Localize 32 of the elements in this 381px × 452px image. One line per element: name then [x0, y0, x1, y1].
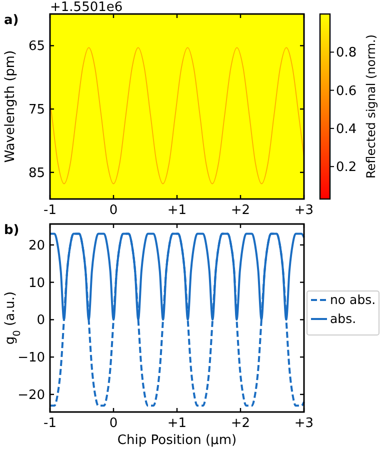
y-tick-label: −20: [18, 388, 45, 403]
line-series: [50, 47, 304, 184]
y-tick-label: −10: [18, 350, 45, 366]
x-tick-label: 0: [109, 203, 118, 218]
x-axis-title: Chip Position (µm): [117, 433, 237, 448]
legend-label: abs.: [330, 311, 356, 326]
x-tick-label: +3: [294, 203, 314, 218]
y-tick-label: 75: [28, 102, 45, 118]
y-tick-label: 85: [28, 166, 45, 181]
x-tick-label: 0: [109, 416, 118, 431]
text: b): [4, 223, 20, 238]
color-bar-title: Reflected signal (norm.): [364, 34, 378, 179]
y-axis-title: Wavelength (pm): [3, 50, 18, 163]
y-tick-label: 0: [36, 313, 45, 328]
x-tick-label: -1: [44, 416, 56, 431]
y-tick-label: 20: [28, 238, 45, 254]
x-tick-label: +1: [167, 203, 187, 218]
y-tick-label: 65: [28, 39, 45, 54]
line-series: [49, 232, 305, 407]
x-tick-label: -1: [44, 203, 56, 218]
x-tick-label: +2: [230, 203, 250, 218]
annotation: +1.5501e6: [50, 0, 123, 15]
text: a): [4, 13, 19, 28]
color-bar-label: 0.2: [336, 160, 357, 176]
color-bar-label: 0.4: [336, 122, 357, 137]
legend-label: no abs.: [330, 292, 376, 307]
x-tick-label: +2: [230, 416, 250, 431]
y-tick-label: 10: [28, 276, 45, 291]
color-bar-label: 0.8: [336, 46, 357, 61]
x-tick-label: +1: [167, 416, 187, 431]
color-bar-label: 0.6: [336, 84, 357, 99]
x-tick-label: +3: [294, 416, 314, 431]
